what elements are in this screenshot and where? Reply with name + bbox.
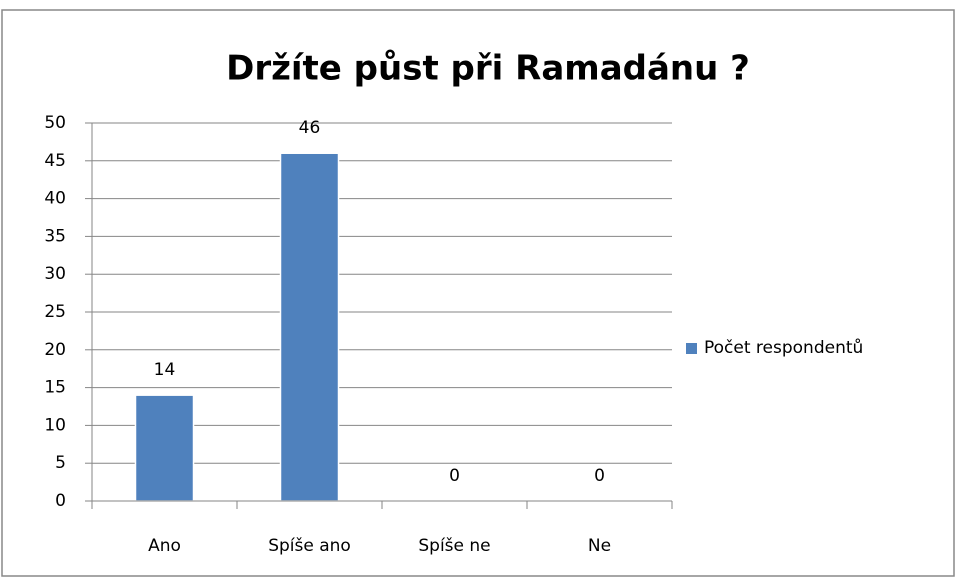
x-tick-label: Ne xyxy=(588,536,611,556)
y-tick-label: 25 xyxy=(44,302,66,322)
y-tick-label: 5 xyxy=(55,453,66,473)
x-tick-label: Spíše ano xyxy=(268,536,351,556)
legend-swatch xyxy=(686,343,697,354)
y-tick-label: 0 xyxy=(55,491,66,511)
legend-label: Počet respondentů xyxy=(704,338,863,358)
data-label: 0 xyxy=(594,466,605,486)
y-tick-label: 40 xyxy=(44,189,66,209)
data-label: 14 xyxy=(154,360,176,380)
data-label: 0 xyxy=(449,466,460,486)
y-tick-label: 20 xyxy=(44,340,66,360)
y-tick-label: 30 xyxy=(44,264,66,284)
y-tick-label: 45 xyxy=(44,151,66,171)
bar xyxy=(279,152,340,502)
data-label: 46 xyxy=(299,118,321,138)
y-tick-label: 35 xyxy=(44,226,66,246)
y-tick-label: 50 xyxy=(44,113,66,133)
x-tick-label: Spíše ne xyxy=(418,536,490,556)
y-tick-label: 15 xyxy=(44,378,66,398)
x-tick-label: Ano xyxy=(148,536,181,556)
bar xyxy=(134,394,195,502)
chart-title: Držíte půst při Ramadánu ? xyxy=(226,49,750,89)
y-tick-label: 10 xyxy=(44,415,66,435)
